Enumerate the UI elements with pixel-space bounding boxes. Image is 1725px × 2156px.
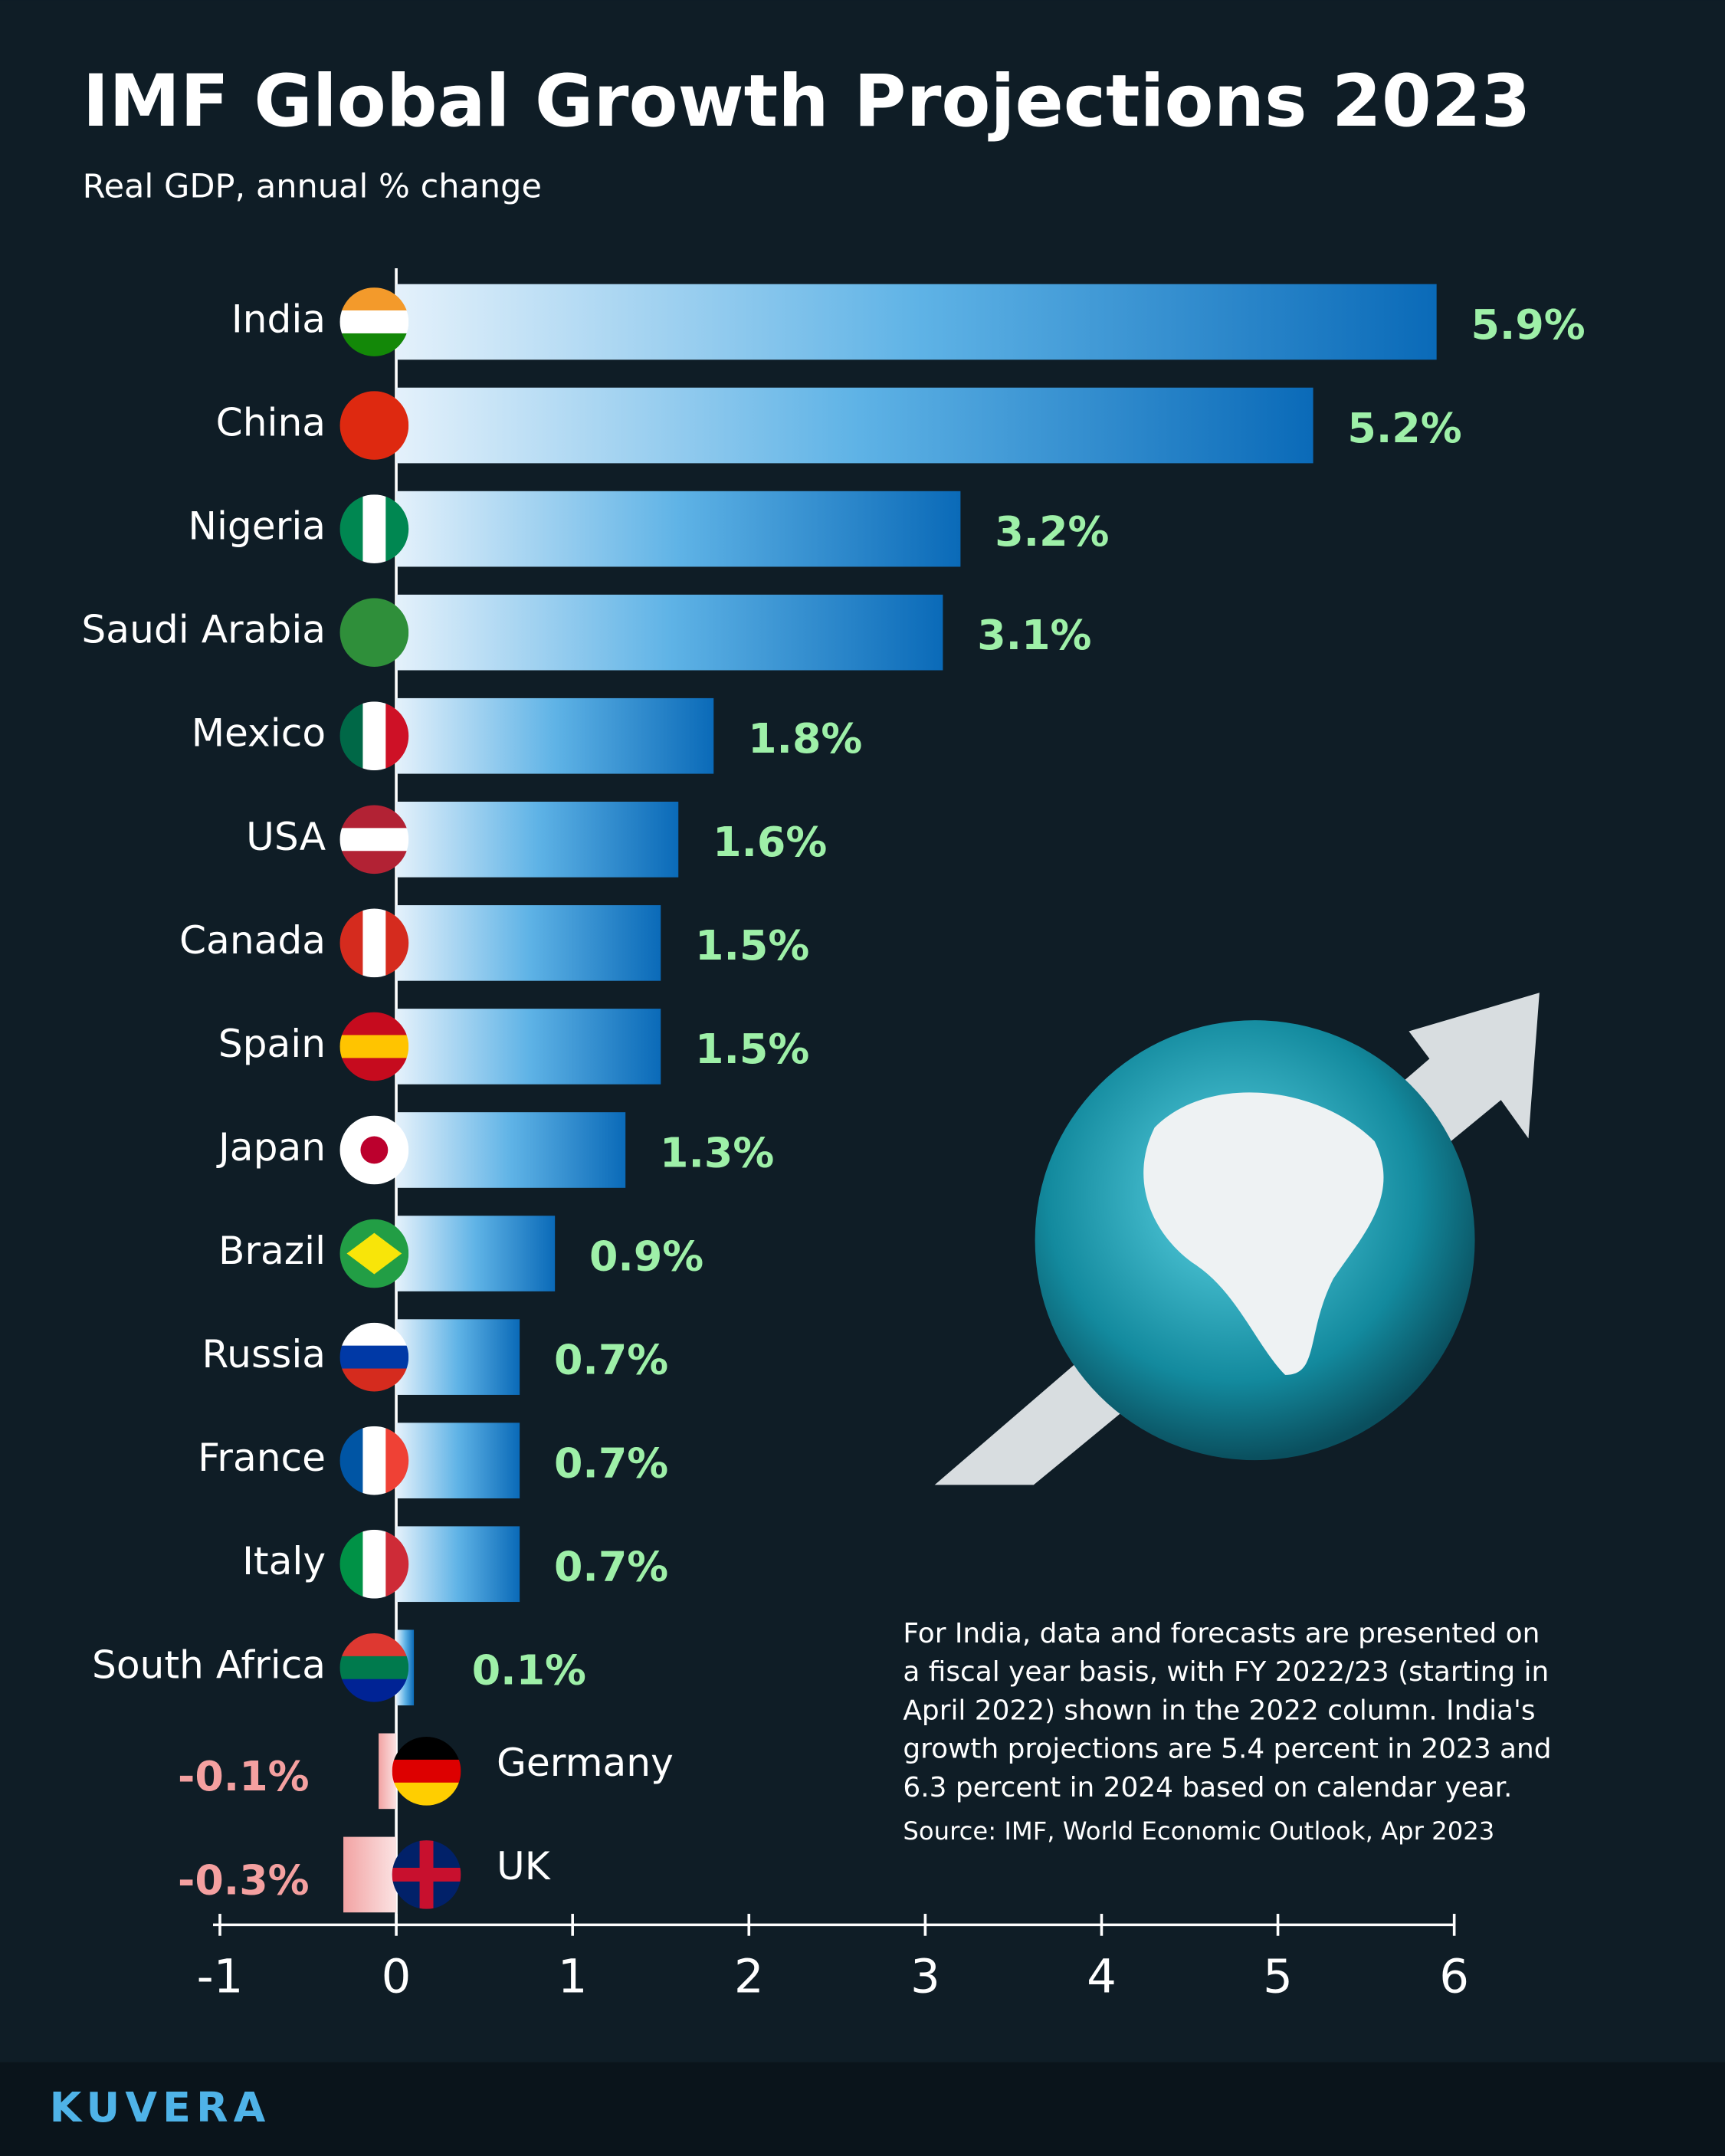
- flag-field: [339, 391, 409, 460]
- flag-cross: [419, 1840, 434, 1909]
- value-label: 1.3%: [660, 1128, 774, 1176]
- bar: [343, 1836, 397, 1913]
- bar: [396, 1216, 556, 1291]
- value-label: 5.9%: [1471, 300, 1585, 349]
- category-label: Nigeria: [188, 504, 326, 549]
- flag-stripe: [339, 310, 409, 334]
- value-label: 1.5%: [695, 921, 809, 970]
- flag: [339, 391, 409, 460]
- category-label: France: [198, 1435, 326, 1480]
- value-label: 0.1%: [472, 1646, 586, 1695]
- flag-stripe: [339, 828, 409, 852]
- category-label: Japan: [216, 1124, 326, 1170]
- bar: [396, 1423, 520, 1498]
- flag-field: [339, 598, 409, 668]
- category-label: Germany: [497, 1740, 674, 1785]
- category-label: UK: [497, 1843, 551, 1889]
- category-label: Canada: [179, 917, 326, 963]
- value-label: -0.3%: [178, 1856, 310, 1904]
- category-label: South Africa: [92, 1642, 326, 1687]
- flag: [339, 598, 409, 668]
- note-line: 6.3 percent in 2024 based on calendar ye…: [903, 1772, 1512, 1803]
- value-label: 1.6%: [713, 818, 827, 866]
- flag-stripe: [339, 1345, 409, 1370]
- bar: [396, 594, 943, 671]
- category-label: India: [231, 297, 326, 342]
- flag: [339, 1529, 409, 1599]
- chart-title: IMF Global Growth Projections 2023: [83, 59, 1531, 143]
- flag: [339, 1219, 409, 1288]
- value-label: 5.2%: [1347, 404, 1461, 452]
- flag-disc: [360, 1136, 389, 1164]
- note-line: a fiscal year basis, with FY 2022/23 (st…: [903, 1656, 1549, 1688]
- value-label: 0.9%: [589, 1232, 703, 1280]
- flag-stripe: [362, 908, 387, 978]
- x-tick-label: 3: [910, 1950, 940, 2004]
- flag-stripe: [339, 1656, 409, 1680]
- footer-band: [0, 2062, 1725, 2156]
- x-tick-label: 1: [558, 1950, 588, 2004]
- x-tick-label: -1: [197, 1950, 244, 2004]
- category-label: Mexico: [192, 710, 326, 756]
- globe-illustration: [934, 993, 1540, 1485]
- chart-subtitle: Real GDP, annual % change: [83, 168, 542, 206]
- category-label: Italy: [242, 1538, 326, 1583]
- category-label: Saudi Arabia: [81, 607, 326, 652]
- bar: [396, 801, 679, 878]
- note-line: For India, data and forecasts are presen…: [903, 1618, 1540, 1649]
- category-label: Spain: [218, 1021, 326, 1066]
- value-label: 0.7%: [554, 1439, 668, 1487]
- note-line: April 2022) shown in the 2022 column. In…: [903, 1695, 1535, 1726]
- flag: [339, 908, 409, 978]
- category-label: Brazil: [218, 1228, 326, 1273]
- value-label: 3.2%: [995, 507, 1109, 556]
- flag: [392, 1840, 461, 1909]
- flag: [339, 1115, 409, 1185]
- continent: [1143, 1092, 1384, 1375]
- value-label: 1.5%: [695, 1025, 809, 1073]
- value-label: -0.1%: [178, 1752, 310, 1800]
- x-tick-label: 6: [1439, 1950, 1469, 2004]
- value-label: 3.1%: [977, 611, 1091, 659]
- bar: [396, 1526, 520, 1603]
- flag-stripe: [362, 1529, 387, 1599]
- x-tick-label: 4: [1087, 1950, 1117, 2004]
- bar: [396, 1009, 661, 1085]
- flag-stripe: [339, 1035, 409, 1059]
- bar: [396, 1319, 520, 1395]
- flag-stripe: [362, 701, 387, 771]
- category-label: Russia: [202, 1331, 326, 1377]
- x-tick-label: 5: [1263, 1950, 1293, 2004]
- category-label: China: [216, 400, 326, 445]
- x-tick-label: 2: [734, 1950, 764, 2004]
- bar: [396, 1112, 626, 1188]
- note-line: growth projections are 5.4 percent in 20…: [903, 1734, 1551, 1765]
- bar: [396, 905, 661, 981]
- bar: [379, 1733, 397, 1810]
- bar: [396, 491, 961, 567]
- category-label: USA: [246, 814, 326, 859]
- flag-stripe: [362, 494, 387, 563]
- value-label: 0.7%: [554, 1543, 668, 1591]
- bar: [396, 284, 1437, 360]
- flag-stripe: [362, 1426, 387, 1495]
- source: Source: IMF, World Economic Outlook, Apr…: [903, 1816, 1494, 1846]
- bar: [396, 387, 1313, 464]
- flag-stripe: [392, 1759, 461, 1784]
- bar: [396, 697, 714, 774]
- x-tick-label: 0: [382, 1950, 412, 2004]
- brand: KUVERA: [50, 2083, 271, 2131]
- value-label: 1.8%: [748, 714, 862, 763]
- value-label: 0.7%: [554, 1335, 668, 1383]
